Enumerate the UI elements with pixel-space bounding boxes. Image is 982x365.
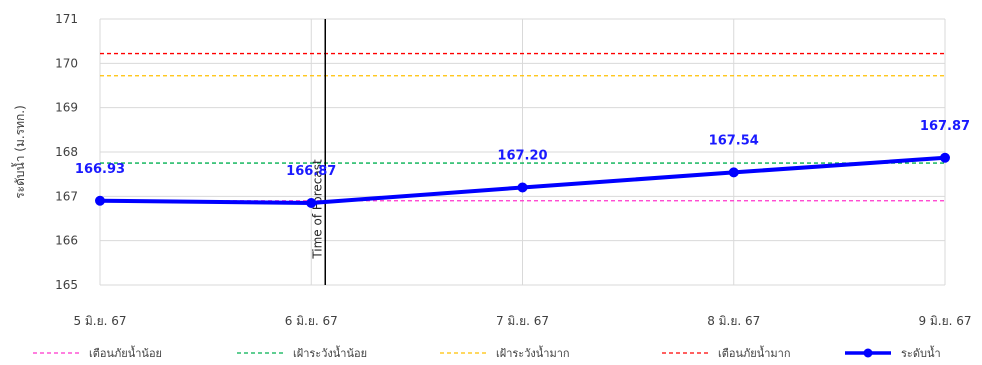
y-tick-label: 168	[55, 145, 78, 159]
y-axis-title-group: ระดับน้ำ (ม.รทก.)	[11, 105, 27, 199]
x-tick-label: 6 มิ.ย. 67	[285, 314, 338, 328]
y-tick-label: 169	[55, 101, 78, 115]
data-point	[95, 195, 105, 206]
y-tick-labels: 165 166 167 168 169 170 171	[55, 12, 78, 292]
data-point	[517, 182, 528, 193]
y-tick-label: 171	[55, 12, 78, 26]
data-label: 167.54	[709, 133, 759, 148]
legend-marker	[863, 348, 873, 358]
legend-label: เฝ้าระวังน้ำน้อย	[293, 345, 367, 360]
data-label: 166.93	[75, 162, 125, 177]
x-tick-label: 7 มิ.ย. 67	[496, 314, 549, 328]
y-tick-label: 165	[55, 278, 78, 292]
legend-label: เตือนภัยน้ำน้อย	[89, 345, 162, 360]
legend-label: เตือนภัยน้ำมาก	[718, 345, 791, 360]
data-labels: 166.93 166.87 167.20 167.54 167.87	[75, 119, 970, 179]
data-point	[306, 197, 317, 208]
y-tick-label: 170	[55, 56, 78, 70]
forecast-annotation: Time of Forecast	[310, 19, 326, 285]
data-label: 167.20	[497, 148, 547, 163]
grid-lines	[99, 18, 946, 286]
forecast-label: Time of Forecast	[310, 159, 324, 260]
data-label: 167.87	[920, 119, 970, 134]
x-tick-label: 5 มิ.ย. 67	[73, 314, 126, 328]
legend-label: ระดับน้ำ	[901, 345, 941, 360]
x-tick-labels: 5 มิ.ย. 67 6 มิ.ย. 67 7 มิ.ย. 67 8 มิ.ย. 67…	[73, 314, 971, 328]
y-tick-label: 167	[55, 189, 78, 203]
y-axis-title: ระดับน้ำ (ม.รทก.)	[11, 105, 27, 199]
legend-label: เฝ้าระวังน้ำมาก	[496, 345, 570, 360]
legend: เตือนภัยน้ำน้อย เฝ้าระวังน้ำน้อย เฝ้าระวัง…	[33, 345, 941, 360]
series-group	[95, 152, 950, 208]
data-point	[940, 152, 950, 163]
x-tick-label: 8 มิ.ย. 67	[707, 314, 760, 328]
data-point	[728, 167, 739, 178]
y-tick-label: 166	[55, 234, 78, 248]
data-label: 166.87	[286, 164, 336, 179]
x-tick-label: 9 มิ.ย. 67	[918, 314, 971, 328]
